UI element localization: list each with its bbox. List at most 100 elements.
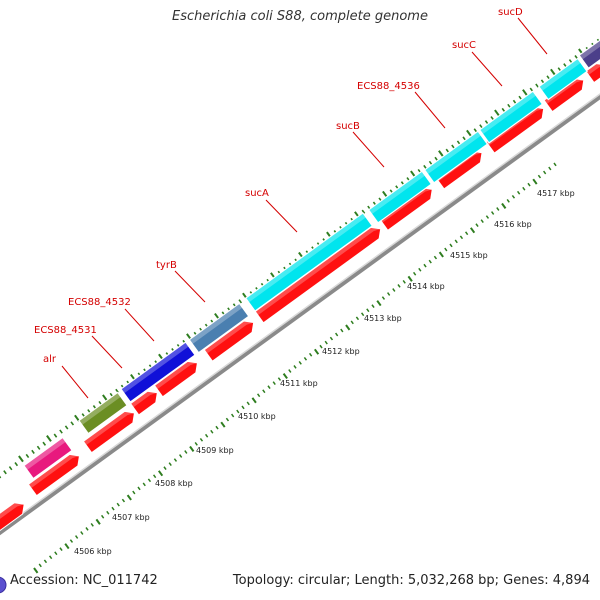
tick-mark [74,414,80,422]
cds-arrow [129,390,158,416]
scale-label: 4507 kbp [112,513,150,522]
tick-mark [116,502,120,507]
tick-mark [484,120,489,125]
tick-mark [313,348,320,355]
tick-mark [142,482,146,487]
gene-block [244,212,374,312]
tick-mark [38,563,42,568]
tick-mark [496,207,500,211]
tick-mark [178,454,183,458]
tick-mark [126,494,132,501]
scale-label: 4509 kbp [196,446,234,455]
gene-block [120,341,196,403]
cds-arrow [153,360,198,398]
scale-label: 4512 kbp [322,347,360,356]
scale-label: 4508 kbp [155,479,193,488]
map-title: Escherichia coli S88, complete genome [172,9,428,24]
tick-mark [381,296,386,300]
tick-mark [360,312,365,317]
scale-label: 4511 kbp [280,379,318,388]
tick-mark [459,235,464,240]
tick-mark [267,385,271,390]
gene-block [367,170,433,224]
tick-mark [475,223,479,228]
tick-mark [438,251,444,258]
gene-label: sucC [452,40,476,51]
tick-mark [184,450,188,454]
tick-mark [70,421,75,426]
cds-arrow [0,502,25,535]
tick-mark [3,470,7,475]
tick-mark [550,68,556,76]
tick-mark [501,202,507,209]
tick-mark [511,194,516,199]
tick-mark [168,462,172,466]
tick-mark [410,170,416,178]
tick-mark [246,401,250,406]
tick-mark [407,275,413,282]
gene-label: ECS88_4536 [357,81,420,92]
tick-mark [277,377,282,381]
gene-label: sucD [498,7,523,18]
tick-mark [288,369,292,373]
tick-mark [199,437,204,442]
tick-mark [251,397,257,404]
tick-mark [90,523,94,527]
tick-mark [189,445,195,452]
tick-mark [43,559,48,564]
tick-mark [361,209,366,214]
tick-mark [163,466,167,471]
tick-mark [46,435,52,442]
tick-mark [262,389,266,394]
scale-label: 4506 kbp [74,547,112,556]
tick-mark [173,458,178,462]
scale-label: 4510 kbp [238,412,276,421]
tick-mark [64,543,70,550]
tick-mark [473,128,478,133]
tick-mark [152,474,157,479]
tick-mark [225,417,230,422]
tick-mark [132,490,136,495]
tick-mark [48,555,53,560]
tick-mark [303,356,308,361]
tick-mark [282,373,288,380]
tick-mark [529,87,534,92]
tick-mark [256,393,261,398]
tick-mark [516,190,521,195]
tick-mark [557,67,562,72]
tick-mark [157,470,164,477]
scale-labels: 4506 kbp 4507 kbp 4508 kbp 4509 kbp 4510 kbp… [74,189,575,556]
tick-mark [236,409,240,414]
scale-label: 4514 kbp [407,282,445,291]
tick-mark [298,361,302,365]
tick-mark [444,247,448,252]
tick-mark [350,320,354,325]
tick-mark [121,498,126,503]
tick-mark [102,394,108,402]
tick-mark [59,547,63,552]
tick-mark [428,259,432,264]
tick-mark [451,144,455,149]
scale-label: 4513 kbp [364,314,402,323]
tick-mark [527,182,531,187]
tick-mark [535,83,539,88]
tick-mark [137,486,141,491]
tick-mark [518,95,523,100]
tick-mark [241,405,245,410]
leader-line [174,270,206,303]
tick-mark [85,527,89,531]
gene-label: ECS88_4531 [34,325,97,336]
tick-mark [329,336,334,341]
tick-mark [469,227,476,234]
gene-label: sucA [245,188,269,199]
cds-arrow [254,226,382,324]
tick-mark [438,150,444,157]
leader-line [471,51,503,87]
tick-marks-lower [33,162,557,574]
leader-line [91,335,123,369]
tick-mark [33,567,39,574]
tick-mark [501,107,506,113]
tick-mark [31,449,35,454]
tick-mark [334,332,339,337]
